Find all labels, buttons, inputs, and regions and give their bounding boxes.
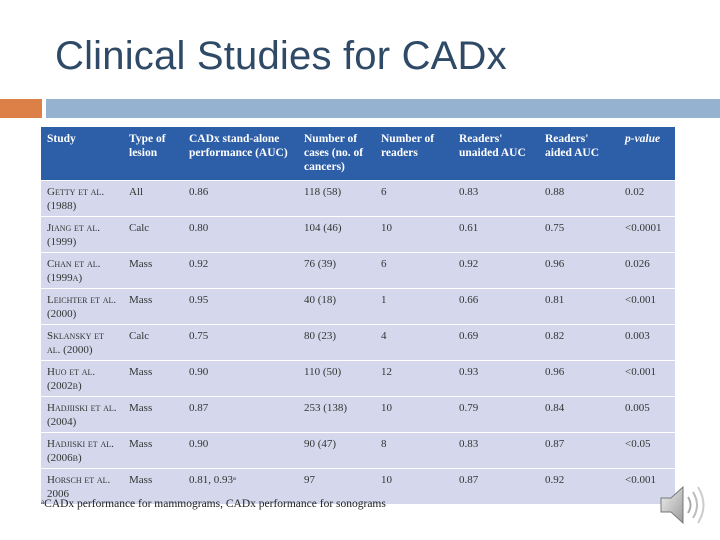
- cell-p-value: <0.001: [625, 366, 656, 378]
- header-lesion-type: Type of lesion: [129, 133, 166, 159]
- cell-unaided-auc: 0.92: [459, 258, 479, 270]
- table-footnote: ᵃCADx performance for mammograms, CADx p…: [41, 498, 386, 510]
- cell-standalone-auc: 0.90: [189, 366, 209, 378]
- cell-study: Horsch et al. 2006: [47, 474, 111, 500]
- cell-p-value: <0.0001: [625, 222, 662, 234]
- cell-readers: 8: [381, 438, 387, 450]
- slide-title: Clinical Studies for CADx: [55, 34, 507, 78]
- cell-unaided-auc: 0.69: [459, 330, 479, 342]
- cell-aided-auc: 0.84: [545, 402, 565, 414]
- header-readers: Number of readers: [381, 133, 435, 159]
- header-study: Study: [47, 133, 76, 145]
- cell-p-value: <0.001: [625, 474, 656, 486]
- cell-study: Leichter et al. (2000): [47, 294, 117, 320]
- cell-unaided-auc: 0.93: [459, 366, 479, 378]
- cell-cases: 110 (50): [304, 366, 342, 378]
- cell-study: Chan et al. (1999a): [47, 258, 101, 284]
- cell-aided-auc: 0.81: [545, 294, 565, 306]
- cell-cases: 90 (47): [304, 438, 337, 450]
- table-row: Huo et al. (2002b) Mass 0.90 110 (50) 12 0.93…: [41, 360, 675, 397]
- cell-study: Hadjiiski et al. (2004): [47, 402, 117, 428]
- cell-lesion-type: Calc: [129, 330, 150, 342]
- cell-aided-auc: 0.96: [545, 366, 565, 378]
- cell-readers: 6: [381, 186, 387, 198]
- cell-standalone-auc: 0.92: [189, 258, 209, 270]
- studies-table-container: Study Type of lesion CADx stand-alone pe…: [41, 127, 675, 504]
- cell-readers: 12: [381, 366, 392, 378]
- accent-bar-blue: [46, 99, 720, 118]
- cell-lesion-type: All: [129, 186, 144, 198]
- studies-table: Study Type of lesion CADx stand-alone pe…: [41, 127, 675, 504]
- cell-aided-auc: 0.87: [545, 438, 565, 450]
- header-unaided-auc: Readers' unaided AUC: [459, 133, 526, 159]
- header-p-value: p-value: [625, 133, 661, 145]
- cell-p-value: 0.02: [625, 186, 645, 198]
- cell-unaided-auc: 0.87: [459, 474, 479, 486]
- cell-p-value: <0.05: [625, 438, 651, 450]
- cell-unaided-auc: 0.66: [459, 294, 479, 306]
- cell-readers: 4: [381, 330, 387, 342]
- cell-standalone-auc: 0.86: [189, 186, 209, 198]
- cell-standalone-auc: 0.87: [189, 402, 209, 414]
- table-row: Jiang et al. (1999) Calc 0.80 104 (46) 10 0.6…: [41, 216, 675, 253]
- cell-cases: 253 (138): [304, 402, 348, 414]
- table-row: Hadjiski et al. (2006b) Mass 0.90 90 (47) 8 0…: [41, 432, 675, 469]
- cell-unaided-auc: 0.61: [459, 222, 479, 234]
- cell-aided-auc: 0.88: [545, 186, 565, 198]
- table-row: Sklansky et al. (2000) Calc 0.75 80 (23) 4 0.…: [41, 324, 675, 361]
- cell-unaided-auc: 0.83: [459, 186, 479, 198]
- cell-unaided-auc: 0.79: [459, 402, 479, 414]
- cell-aided-auc: 0.82: [545, 330, 565, 342]
- cell-p-value: 0.026: [625, 258, 650, 270]
- table-header-row: Study Type of lesion CADx stand-alone pe…: [41, 127, 675, 181]
- header-cases: Number of cases (no. of cancers): [304, 133, 364, 173]
- cell-aided-auc: 0.92: [545, 474, 565, 486]
- cell-cases: 40 (18): [304, 294, 337, 306]
- cell-readers: 10: [381, 474, 392, 486]
- cell-readers: 1: [381, 294, 387, 306]
- cell-readers: 10: [381, 222, 392, 234]
- accent-bar-orange: [0, 99, 42, 118]
- cell-p-value: 0.005: [625, 402, 650, 414]
- cell-readers: 10: [381, 402, 392, 414]
- cell-standalone-auc: 0.80: [189, 222, 209, 234]
- header-standalone-auc: CADx stand-alone performance (AUC): [189, 133, 288, 159]
- cell-study: Getty et al. (1988): [47, 186, 105, 212]
- cell-study: Sklansky et al. (2000): [47, 330, 104, 356]
- cell-standalone-auc: 0.95: [189, 294, 209, 306]
- cell-cases: 118 (58): [304, 186, 342, 198]
- table-row: Leichter et al. (2000) Mass 0.95 40 (18) 1 0.…: [41, 288, 675, 325]
- cell-cases: 97: [304, 474, 315, 486]
- cell-lesion-type: Mass: [129, 402, 153, 414]
- cell-cases: 104 (46): [304, 222, 342, 234]
- cell-lesion-type: Mass: [129, 474, 153, 486]
- cell-readers: 6: [381, 258, 387, 270]
- cell-lesion-type: Mass: [129, 258, 153, 270]
- cell-study: Hadjiski et al. (2006b): [47, 438, 114, 464]
- cell-lesion-type: Calc: [129, 222, 150, 234]
- table-row: Horsch et al. 2006 Mass 0.81, 0.93ᵃ 97 10 0.8…: [41, 468, 675, 504]
- cell-standalone-auc: 0.81, 0.93ᵃ: [189, 474, 237, 486]
- cell-cases: 76 (39): [304, 258, 337, 270]
- speaker-icon[interactable]: [657, 480, 709, 530]
- cell-study: Huo et al. (2002b): [47, 366, 96, 392]
- cell-lesion-type: Mass: [129, 366, 153, 378]
- cell-p-value: 0.003: [625, 330, 650, 342]
- cell-standalone-auc: 0.75: [189, 330, 209, 342]
- table-row: Hadjiiski et al. (2004) Mass 0.87 253 (138)…: [41, 396, 675, 433]
- cell-aided-auc: 0.75: [545, 222, 565, 234]
- table-row: Chan et al. (1999a) Mass 0.92 76 (39) 6 0.92 0…: [41, 252, 675, 289]
- cell-cases: 80 (23): [304, 330, 337, 342]
- table-row: Getty et al. (1988) All 0.86 118 (58) 6 0.83 0…: [41, 180, 675, 217]
- cell-study: Jiang et al. (1999): [47, 222, 100, 248]
- cell-lesion-type: Mass: [129, 438, 153, 450]
- cell-lesion-type: Mass: [129, 294, 153, 306]
- cell-unaided-auc: 0.83: [459, 438, 479, 450]
- header-aided-auc: Readers' aided AUC: [545, 133, 599, 159]
- cell-standalone-auc: 0.90: [189, 438, 209, 450]
- cell-p-value: <0.001: [625, 294, 656, 306]
- cell-aided-auc: 0.96: [545, 258, 565, 270]
